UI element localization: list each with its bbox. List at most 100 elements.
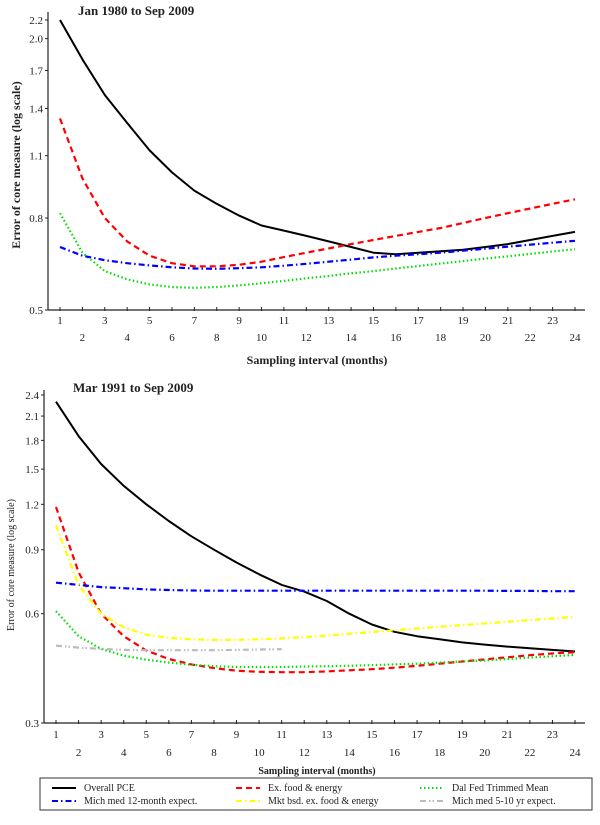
x-tick-label: 19 — [458, 315, 470, 327]
x-tick-label: 24 — [570, 332, 582, 344]
chart-bottom-series — [54, 401, 576, 674]
x-tick-label: 13 — [321, 729, 333, 741]
legend-label: Mkt bsd. ex. food & energy — [268, 796, 379, 807]
chart-top-xlabel: Sampling interval (months) — [247, 353, 388, 367]
x-tick-label: 12 — [301, 332, 312, 344]
chart-bottom-xlabel: Sampling interval (months) — [258, 766, 375, 777]
x-tick-label: 18 — [434, 747, 446, 759]
x-tick-label: 7 — [189, 729, 195, 741]
series-line-overall-pce — [59, 19, 576, 256]
x-tick-label: 1 — [53, 729, 59, 741]
legend-label: Overall PCE — [84, 783, 135, 794]
x-tick-label: 5 — [144, 729, 150, 741]
chart-top-ylabel: Error of core measure (log scale) — [9, 81, 23, 248]
x-tick-label: 12 — [299, 747, 310, 759]
y-tick-label: 0.5 — [29, 305, 43, 317]
x-tick-label: 15 — [366, 729, 378, 741]
chart-top-axes — [47, 12, 585, 311]
chart-top-title: Jan 1980 to Sep 2009 — [78, 3, 195, 18]
chart-top-xticks: 1 3 5 7 9 11 13 15 17 19 21 232 4 6 8 10 12 14 16 18 20 22 24 — [57, 307, 581, 344]
y-tick-label: 1.7 — [29, 65, 43, 77]
y-tick-label: 2.0 — [29, 34, 43, 46]
y-tick-label: 0.3 — [25, 718, 39, 730]
x-tick-label: 8 — [211, 747, 217, 759]
legend-label: Mich med 12-month expect. — [84, 796, 197, 807]
y-tick-label: 2.2 — [29, 15, 43, 27]
series-line-ex-food-energy — [54, 506, 576, 674]
x-tick-label: 15 — [368, 315, 380, 327]
legend-label: Mich med 5-10 yr expect. — [452, 796, 556, 807]
x-tick-label: 16 — [389, 747, 401, 759]
y-tick-label: 0.8 — [29, 213, 43, 225]
legend-item: Dal Fed Trimmed Mean — [420, 783, 548, 794]
y-tick-label: 1.2 — [25, 499, 39, 511]
x-tick-label: 17 — [412, 729, 424, 741]
legend-item: Mich med 5-10 yr expect. — [420, 796, 556, 807]
legend-item: Mkt bsd. ex. food & energy — [236, 796, 379, 807]
y-tick-label: 2.1 — [25, 411, 39, 423]
y-tick-label: 1.8 — [25, 435, 39, 447]
series-line-mich-med-5-10-yr-expect — [55, 644, 282, 652]
y-tick-label: 0.9 — [25, 545, 39, 557]
chart-top-yticks: 0.5 0.8 1.1 1.4 1.7 2.0 2.2 — [29, 15, 48, 317]
chart-bottom: Mar 1991 to Sep 2009 Error of core measu… — [6, 380, 585, 777]
x-tick-label: 8 — [214, 332, 220, 344]
legend-label: Ex. food & energy — [268, 783, 342, 794]
x-tick-label: 23 — [547, 729, 559, 741]
y-tick-label: 0.6 — [25, 609, 39, 621]
chart-bottom-axes — [43, 390, 585, 724]
series-line-mich-med-12-month-expect — [55, 581, 575, 593]
y-tick-label: 1.4 — [29, 103, 43, 115]
x-tick-label: 18 — [435, 332, 447, 344]
x-tick-label: 20 — [479, 747, 491, 759]
series-line-mkt-bsd-ex-food-energy — [54, 525, 576, 641]
x-tick-label: 5 — [147, 315, 153, 327]
x-tick-label: 14 — [344, 747, 356, 759]
legend: Overall PCE Ex. food & energy Dal Fed Trim… — [39, 777, 593, 811]
legend-label: Dal Fed Trimmed Mean — [452, 783, 548, 794]
x-tick-label: 6 — [166, 747, 172, 759]
y-tick-label: 1.1 — [29, 151, 43, 163]
x-tick-label: 22 — [524, 747, 535, 759]
chart-top-series — [58, 19, 576, 289]
x-tick-label: 13 — [323, 315, 335, 327]
legend-item: Mich med 12-month expect. — [52, 796, 197, 807]
chart-top: Jan 1980 to Sep 2009 Error of core measu… — [9, 3, 585, 367]
series-line-dal-fed-trimmed-mean — [59, 212, 576, 289]
chart-bottom-title: Mar 1991 to Sep 2009 — [73, 380, 194, 395]
chart-bottom-xticks: 1 3 5 7 9 11 13 15 17 19 21 232 4 6 8 10 12 14 16 18 20 22 24 — [53, 720, 581, 759]
x-tick-label: 14 — [346, 332, 358, 344]
x-tick-label: 21 — [502, 315, 513, 327]
x-tick-label: 17 — [413, 315, 425, 327]
series-line-dal-fed-trimmed-mean — [55, 610, 576, 669]
x-tick-label: 24 — [570, 747, 582, 759]
x-tick-label: 9 — [234, 729, 240, 741]
series-line-mich-med-12-month-expect — [59, 239, 576, 270]
legend-item: Overall PCE — [52, 783, 135, 794]
x-tick-label: 19 — [457, 729, 469, 741]
x-tick-label: 16 — [390, 332, 402, 344]
x-tick-label: 11 — [276, 729, 287, 741]
x-tick-label: 2 — [80, 332, 86, 344]
x-tick-label: 4 — [124, 332, 130, 344]
x-tick-label: 22 — [525, 332, 536, 344]
chart-bottom-ylabel: Error of core measure (log scale) — [6, 499, 17, 631]
x-tick-label: 9 — [236, 315, 242, 327]
x-tick-label: 6 — [169, 332, 175, 344]
x-tick-label: 2 — [76, 747, 82, 759]
x-tick-label: 21 — [502, 729, 513, 741]
series-line-ex-food-energy — [58, 118, 576, 268]
x-tick-label: 4 — [121, 747, 127, 759]
x-tick-label: 3 — [98, 729, 104, 741]
y-tick-label: 2.4 — [25, 390, 39, 402]
legend-item: Ex. food & energy — [236, 783, 342, 794]
x-tick-label: 20 — [480, 332, 492, 344]
legend-box — [39, 777, 593, 811]
x-tick-label: 23 — [547, 315, 559, 327]
series-line-overall-pce — [55, 401, 576, 653]
chart-bottom-yticks: 0.3 0.6 0.9 1.2 1.5 1.8 2.1 2.4 — [25, 390, 44, 730]
x-tick-label: 11 — [279, 315, 290, 327]
x-tick-label: 7 — [192, 315, 198, 327]
x-tick-label: 10 — [256, 332, 268, 344]
